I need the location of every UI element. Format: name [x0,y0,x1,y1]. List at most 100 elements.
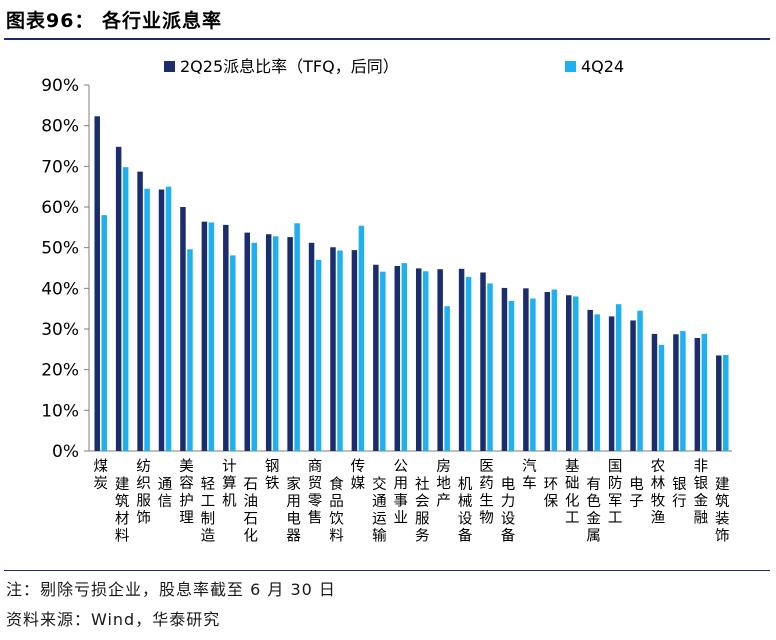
bar-2q25 [544,291,551,451]
x-category-label: 石油石化 [244,477,259,545]
x-category-label: 计算机 [222,458,237,509]
bar-2q25 [415,268,422,451]
bar-2q25 [673,334,679,451]
bar-4q24 [615,304,622,451]
bar-4q24 [272,236,279,451]
bar-2q25 [458,268,465,451]
bar-2q25 [608,316,615,451]
bar-4q24 [422,271,429,451]
x-category-label: 农林牧渔 [651,458,666,527]
bar-2q25 [716,355,722,451]
x-category-label: 国防军工 [608,459,623,527]
footer-divider [4,570,770,571]
bar-4q24 [208,222,215,451]
bar-2q25 [180,207,186,451]
bar-4q24 [230,255,236,451]
bar-4q24 [401,263,408,451]
x-category-label: 轻工制造 [201,476,216,545]
bar-2q25 [694,337,701,451]
x-category-label: 钢铁 [265,458,280,492]
bar-4q24 [251,242,257,451]
figure-title: 图表96： 各行业派息率 [6,10,223,32]
bar-2q25 [480,272,486,451]
bar-2q25 [158,189,165,451]
y-tick-label: 70% [41,157,79,177]
bar-4q24 [337,250,343,451]
bar-4q24 [594,314,600,451]
x-category-label: 传媒 [351,458,366,492]
bar-chart: 2Q25派息比率（TFQ，后同） 4Q24 0% 10% 20% 30% 40% 50% 60%… [41,57,732,545]
y-tick-label: 60% [41,198,79,218]
title-divider [4,38,770,40]
legend-label-4q24: 4Q24 [581,57,624,76]
legend-swatch-2q25 [164,61,175,72]
bar-2q25 [566,295,572,451]
bar-4q24 [508,300,515,451]
bar-2q25 [373,264,379,451]
bar-2q25 [501,287,508,451]
bar-2q25 [437,269,443,451]
x-category-label: 通信 [158,476,173,510]
bar-2q25 [330,247,336,451]
bar-4q24 [465,276,472,451]
bar-2q25 [115,146,122,451]
y-tick-label: 0% [52,442,79,462]
y-tick-label: 40% [41,279,79,299]
footnote: 注：剔除亏损企业，股息率截至 6 月 30 日 [6,580,336,599]
bar-4q24 [144,188,150,451]
y-tick-label: 50% [41,239,79,259]
bar-2q25 [308,242,315,451]
bar-4q24 [315,259,322,451]
bar-2q25 [223,224,229,451]
bar-4q24 [294,223,300,451]
bar-4q24 [573,296,579,451]
x-category-label: 美容护理 [179,458,194,527]
y-tick-label: 80% [41,117,79,137]
bar-2q25 [201,221,208,451]
x-category-label: 商贸零售 [308,458,323,527]
x-category-label: 煤炭 [93,458,108,492]
y-tick-label: 20% [41,361,79,381]
bar-4q24 [444,306,450,451]
bar-4q24 [551,289,558,451]
bar-2q25 [244,232,250,451]
x-category-label: 交通运输 [372,475,387,545]
x-category-label: 家用电器 [286,476,301,545]
bar-4q24 [122,167,129,451]
bar-2q25 [94,116,100,452]
x-category-label: 医药生物 [479,459,494,527]
x-category-label: 基础化工 [565,458,580,527]
bar-4q24 [487,283,493,451]
x-category-label: 纺织服饰 [136,458,151,527]
y-tick-label: 10% [41,401,79,421]
bar-2q25 [630,320,636,451]
bar-4q24 [358,225,365,451]
x-category-label: 食品饮料 [329,476,344,545]
x-category-label: 银行 [672,476,687,510]
bar-4q24 [165,186,172,451]
bar-4q24 [723,355,729,451]
x-category-label: 有色金属 [586,476,601,545]
bar-2q25 [351,250,358,451]
y-tick-label: 30% [41,320,79,340]
bar-4q24 [658,344,665,451]
bar-4q24 [101,215,107,451]
x-category-label: 社会服务 [415,476,430,545]
bar-2q25 [137,171,143,451]
y-tick-label: 90% [41,76,79,96]
bar-4q24 [680,331,686,451]
bar-4q24 [187,249,193,451]
x-category-label: 电子 [629,476,644,510]
x-category-label: 电力设备 [501,476,516,545]
x-category-label: 建筑装饰 [715,476,730,545]
bar-2q25 [394,265,401,451]
x-category-label: 建筑材料 [115,476,130,545]
legend-swatch-4q24 [565,61,576,72]
legend-label-2q25: 2Q25派息比率（TFQ，后同） [180,57,399,76]
x-category-label: 公用事业 [394,459,409,527]
bar-4q24 [530,298,536,451]
x-category-label: 房地产 [436,458,451,509]
bar-2q25 [287,237,293,451]
bar-2q25 [587,309,593,451]
bar-4q24 [637,310,643,451]
